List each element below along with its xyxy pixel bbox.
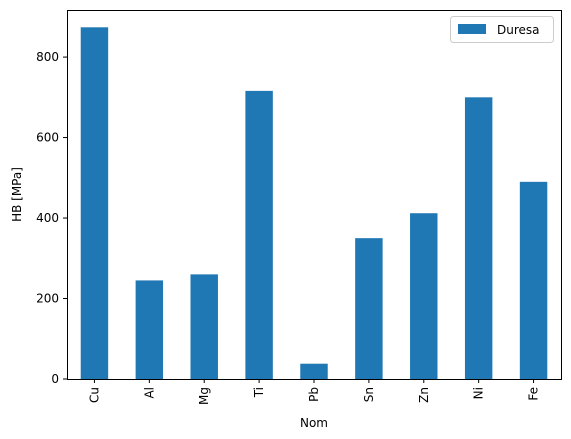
bar-pb (300, 363, 328, 379)
bar-al (135, 280, 164, 379)
y-tick-label: 0 (51, 372, 59, 386)
bar-cu (80, 27, 109, 379)
y-tick-label: 200 (36, 292, 59, 306)
x-tick-label: Ti (252, 387, 266, 398)
x-tick-label: Mg (197, 387, 211, 405)
bar-fe (519, 181, 548, 379)
y-tick-label: 400 (36, 211, 59, 225)
x-axis-label: Nom (300, 416, 328, 430)
bar-sn (355, 238, 383, 379)
y-axis-label: HB [MPa] (10, 167, 24, 222)
bars-group (80, 27, 548, 379)
y-axis-ticks: 0 200 400 600 800 (36, 50, 67, 386)
legend: Duresa (450, 16, 554, 43)
bar-ti (245, 90, 273, 379)
x-axis-ticks: Cu Al Mg Ti Pb Sn Zn Ni Fe (87, 379, 541, 405)
x-tick-label: Zn (417, 387, 431, 403)
bar-zn (410, 213, 438, 379)
x-tick-label: Ni (472, 387, 486, 399)
x-tick-label: Pb (307, 387, 321, 402)
x-tick-label: Sn (362, 387, 376, 402)
legend-box (450, 16, 554, 43)
x-tick-label: Fe (527, 387, 541, 401)
y-tick-label: 800 (36, 50, 59, 64)
x-tick-label: Cu (87, 387, 101, 403)
legend-swatch (458, 24, 486, 34)
plot-area-frame (67, 10, 562, 380)
bar-mg (190, 274, 218, 379)
x-tick-label: Al (142, 387, 156, 399)
y-tick-label: 600 (36, 131, 59, 145)
bar-ni (464, 97, 493, 379)
legend-label: Duresa (497, 23, 540, 37)
